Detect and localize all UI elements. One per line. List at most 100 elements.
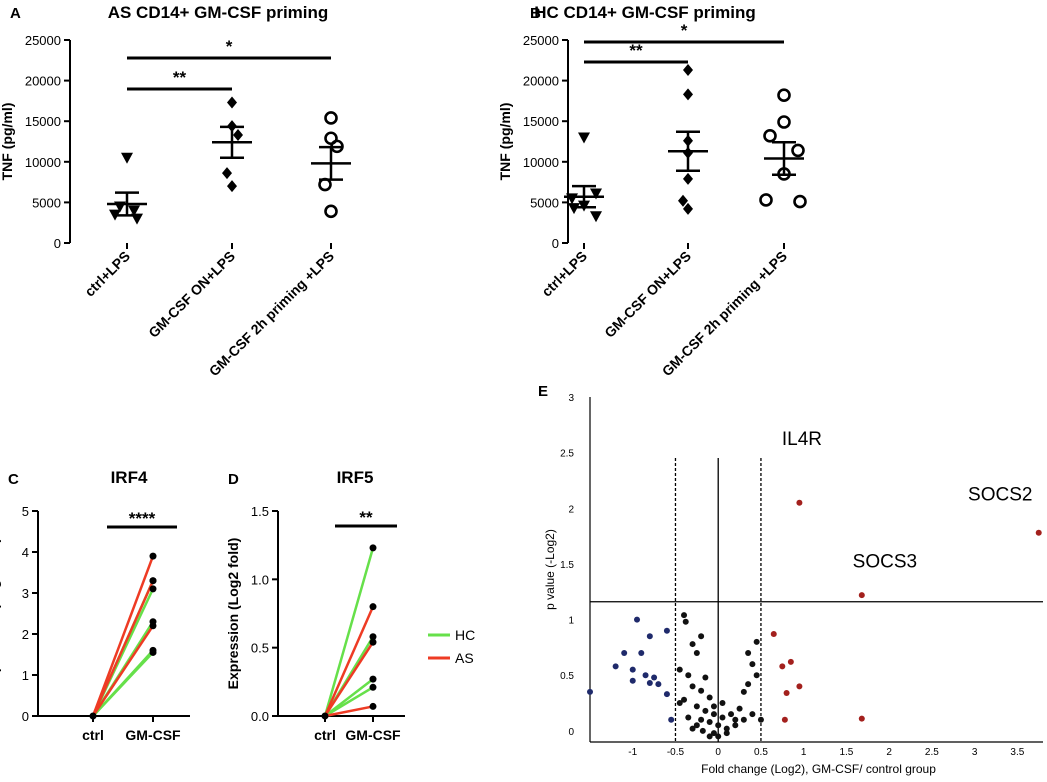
data-point-down [634, 616, 641, 623]
y-axis-label: Expression (Log2 fold) [0, 538, 1, 690]
data-point-up [770, 631, 777, 638]
data-point [699, 727, 706, 734]
data-point [369, 683, 377, 691]
data-point [685, 714, 692, 721]
data-point [149, 552, 157, 560]
data-point [685, 672, 692, 679]
y-tick-label: 0.5 [251, 641, 269, 656]
x-tick-label: 2 [886, 747, 892, 758]
data-point [369, 702, 377, 710]
x-tick-label: 3 [972, 747, 978, 758]
data-point-down [621, 649, 628, 656]
data-point [706, 694, 713, 701]
data-point [723, 730, 730, 737]
data-point-down [642, 672, 649, 679]
series-line [323, 547, 375, 717]
y-tick-label: 2.5 [560, 449, 574, 460]
data-point [702, 707, 709, 714]
y-tick-label: 5000 [530, 195, 559, 210]
significance-label: * [681, 21, 688, 40]
series-line [91, 580, 155, 717]
data-point [719, 714, 726, 721]
data-point [710, 730, 717, 737]
data-point-down [587, 688, 593, 695]
y-tick-label: 2 [568, 504, 574, 515]
data-point-up [781, 716, 788, 723]
data-point [793, 194, 807, 209]
data-point [719, 700, 726, 707]
data-point-up [796, 683, 803, 690]
data-point [321, 712, 329, 720]
x-axis-label: Fold change (Log2), GM-CSF/ control grou… [701, 762, 936, 776]
series-line [92, 651, 154, 717]
data-point [568, 203, 580, 215]
data-point [682, 618, 689, 625]
data-point [693, 703, 700, 710]
chart-title: IRF4 [111, 468, 148, 487]
data-point [698, 716, 705, 723]
data-point [740, 716, 747, 723]
data-point-up [787, 658, 794, 665]
y-tick-label: 25000 [25, 33, 61, 48]
x-tick-label: 0.5 [754, 747, 768, 758]
data-point [749, 711, 756, 718]
significance-label: ** [629, 41, 643, 60]
data-point [736, 705, 743, 712]
x-tick-label: -0.5 [667, 747, 685, 758]
y-axis-label: Expression (Log2 fold) [225, 538, 241, 690]
data-point [693, 649, 700, 656]
series-line [323, 606, 375, 717]
x-tick-label: 1.5 [839, 747, 853, 758]
data-point [715, 733, 722, 740]
y-tick-label: 10000 [25, 155, 61, 170]
series-line [323, 641, 375, 717]
data-point [683, 202, 693, 215]
x-tick-label: 3.5 [1010, 747, 1024, 758]
y-tick-label: 15000 [523, 114, 559, 129]
data-point [149, 622, 157, 630]
y-tick-label: 10000 [523, 155, 559, 170]
panel-e: 0 0.5 1 1.5 2 2.5 3 -1 -0.5 0 0.5 1 1.5 2 2.5 3 3.5 Fold … [543, 393, 1043, 776]
y-tick-label: 1 [22, 668, 29, 683]
data-point [578, 132, 590, 144]
data-point [324, 111, 338, 125]
y-tick-label: 1 [568, 616, 574, 627]
y-axis-label: TNF (pg/ml) [0, 103, 15, 181]
y-axis-label: TNF (pg/ml) [497, 103, 513, 181]
series-line [91, 555, 155, 717]
data-point [681, 612, 688, 619]
data-point [723, 725, 730, 732]
legend-label: AS [455, 650, 474, 666]
data-point-up [1035, 529, 1042, 536]
data-point [149, 585, 157, 593]
data-point [732, 722, 739, 729]
data-point [757, 716, 764, 723]
data-point-down [629, 677, 636, 684]
chart-title: IRF5 [337, 468, 374, 487]
data-point [676, 666, 683, 673]
data-point [732, 716, 739, 723]
series-line [324, 686, 374, 718]
y-tick-label: 0 [22, 709, 29, 724]
data-point [706, 718, 713, 725]
data-point [702, 674, 709, 681]
significance-label: ** [359, 508, 373, 527]
gene-label: SOCS2 [968, 485, 1032, 506]
data-point [590, 211, 602, 223]
data-point [728, 711, 735, 718]
data-point [689, 725, 696, 732]
data-point-down [663, 691, 670, 698]
data-point-down [668, 716, 675, 723]
data-point [683, 64, 693, 77]
panel-label-c: C [8, 471, 19, 488]
y-tick-label: 25000 [523, 33, 559, 48]
y-tick-label: 5000 [32, 195, 61, 210]
data-point [227, 180, 237, 193]
x-tick-label: GM-CSF ON+LPS [601, 248, 694, 341]
y-tick-label: 20000 [25, 74, 61, 89]
panel-label-a: A [10, 5, 21, 22]
data-point [689, 641, 696, 648]
data-point-up [858, 592, 865, 599]
y-tick-label: 0.5 [560, 671, 574, 682]
data-point-down [655, 681, 662, 688]
